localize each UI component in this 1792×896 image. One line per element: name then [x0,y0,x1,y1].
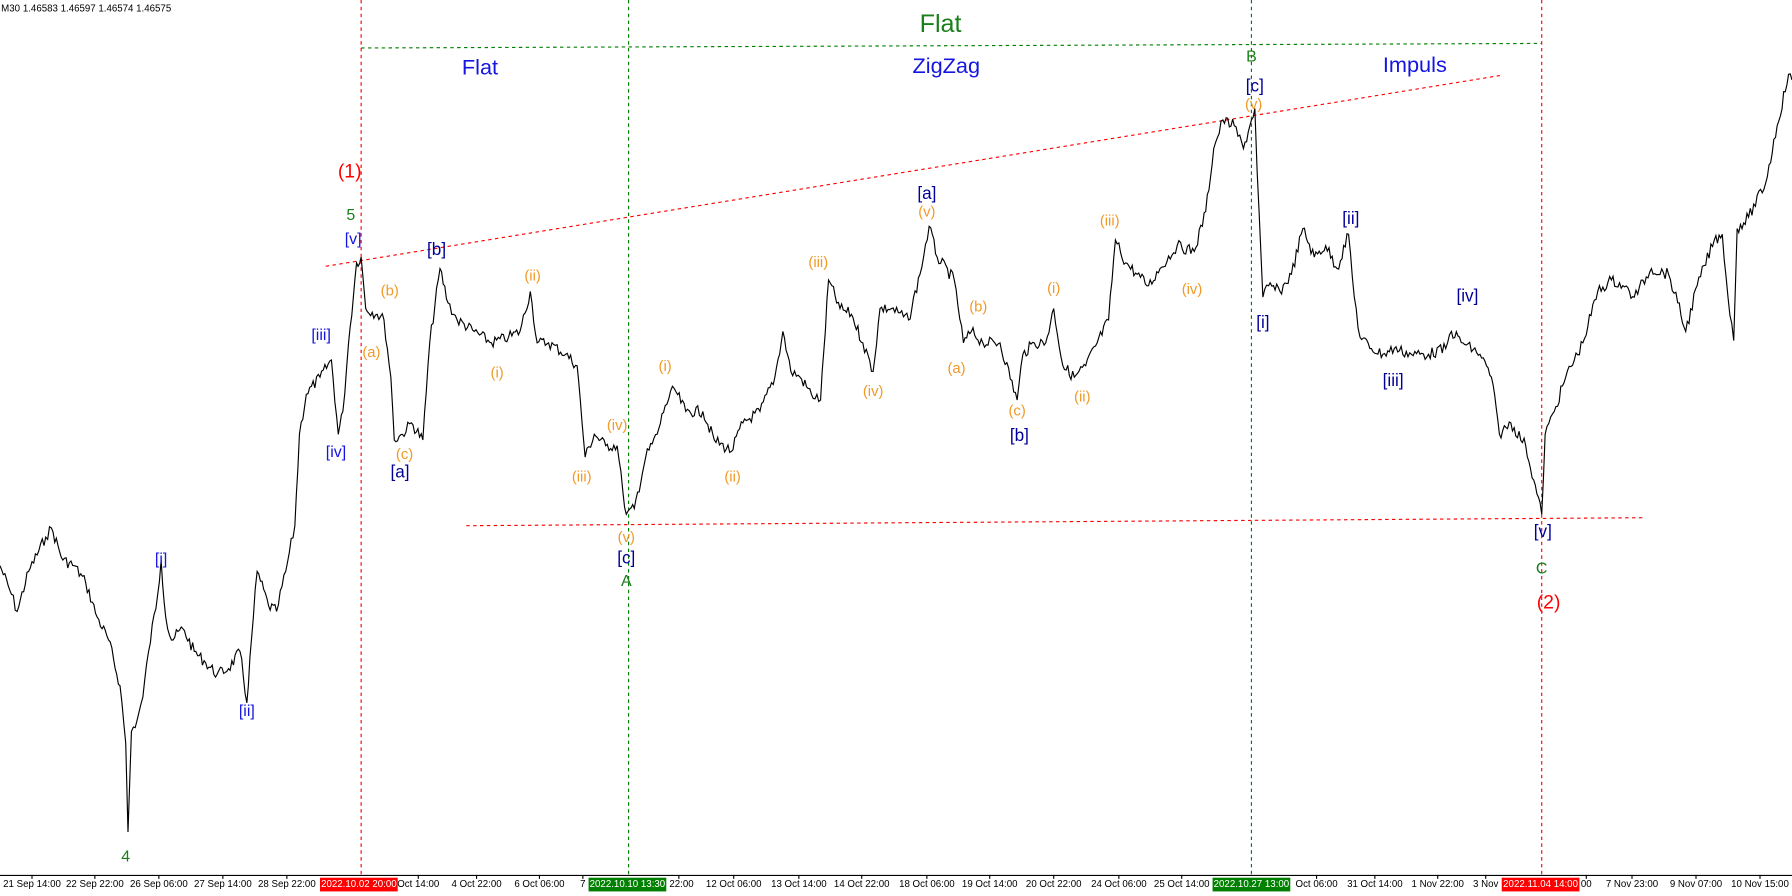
x-tick-label: 31 Oct 14:00 [1347,879,1403,890]
guides [325,0,1646,876]
horizontal-line [361,42,1542,49]
x-tick-label: 21 Sep 14:00 [3,879,61,890]
labels: 21 Sep 14:00 22 Sep 22:00 26 Sep 06:00 27 S… [3,10,1789,892]
wave-label: (a) [362,345,380,361]
wave-label: (c) [396,447,413,463]
wave-label: (ii) [724,470,741,486]
wave-label: [b] [1010,425,1029,445]
wave-label: (iii) [1100,214,1120,230]
wave-label: (c) [1008,403,1025,419]
wave-label: (iv) [863,384,884,400]
wave-label: [ii] [239,703,255,720]
wave-label: [a] [917,183,936,203]
x-tick-label: : 22:00 [664,879,694,890]
x-tick-label: 4 Oct 22:00 [451,879,502,890]
wave-label: (iv) [1182,282,1203,298]
wave-label: (iii) [572,470,592,486]
wave-label: Impuls [1383,52,1447,77]
x-tick-label: Oct 14:00 [397,879,440,890]
wave-label: A [621,573,632,590]
wave-label: [a] [390,462,409,482]
wave-label: [v] [1534,521,1552,541]
x-tick-label: Oct 06:00 [1296,879,1339,890]
timeframe: M30 [1,4,20,15]
wave-label: ZigZag [913,53,981,78]
wave-label: [i] [1256,312,1269,332]
wave-label: (v) [618,530,635,546]
wave-label: (ii) [1074,390,1091,406]
x-tick-label: 26 Sep 06:00 [130,879,188,890]
x-tick-label: 6 Oct 06:00 [514,879,565,890]
wave-label: (i) [1047,281,1060,297]
wave-label: [iv] [1456,286,1478,306]
x-tick-label: 14 Oct 22:00 [834,879,890,890]
wave-label: (iv) [607,418,628,434]
wave-label: [i] [155,551,167,568]
price-line [0,73,1792,833]
wave-label: C [1536,560,1548,577]
date-highlight-label: 2022.10.10 13:30 [590,879,666,890]
wave-label: [b] [427,239,446,259]
x-tick-label: 00 [1581,879,1592,890]
date-highlight [320,877,398,892]
x-tick-label: 18 Oct 06:00 [899,879,955,890]
x-tick-label: 7 Nov 23:00 [1606,879,1659,890]
wave-label: [iii] [1383,370,1404,390]
wave-label: [c] [617,547,635,567]
date-highlight-label: 2022.11.04 14:00 [1503,879,1578,890]
wave-label: (i) [491,366,504,382]
wave-label: (1) [338,161,362,183]
wave-label: [c] [1246,75,1264,95]
x-tick-label: 27 Sep 14:00 [194,879,252,890]
x-tick-label: 13 Oct 14:00 [771,879,827,890]
wave-label: [ii] [1342,208,1359,228]
wave-label: (2) [1537,592,1561,614]
wave-label: (ii) [524,268,541,284]
x-tick-label: 28 Sep 22:00 [258,879,316,890]
date-highlight [588,877,667,892]
wave-label: 5 [346,207,355,224]
x-tick-label: 25 Oct 14:00 [1154,879,1210,890]
x-tick-label: 20 Oct 22:00 [1026,879,1082,890]
date-highlight [1501,877,1580,892]
wave-label: (b) [381,283,399,299]
date-highlight-label: 2022.10.27 13:00 [1214,879,1290,890]
x-tick-label: 3 Nov [1473,879,1498,890]
date-highlight-label: 2022.10.02 20:00 [321,879,397,890]
x-tick-label: 12 Oct 06:00 [706,879,762,890]
wave-label: [iv] [326,444,346,461]
x-tick-label: 19 Oct 14:00 [962,879,1018,890]
wave-label: (v) [918,204,935,220]
wave-label: [iii] [311,327,331,344]
quote: 1.46583 1.46597 1.46574 1.46575 [23,4,171,15]
wave-label: Flat [920,10,962,38]
wave-label: 4 [121,848,130,865]
date-highlight [1212,877,1291,892]
wave-label: (v) [1245,97,1262,113]
wave-label: (a) [947,361,965,377]
wave-label: (b) [969,299,987,315]
x-tick-label: 10 Nov 15:00 [1731,879,1789,890]
x-tick-label: 22 Sep 22:00 [66,879,124,890]
wave-label: Flat [462,54,498,79]
wave-label: [v] [345,231,362,248]
wave-label: (i) [659,359,672,375]
x-tick-label: 24 Oct 06:00 [1091,879,1147,890]
x-tick-label: 9 Nov 07:00 [1670,879,1723,890]
x-tick-label: 1 Nov 22:00 [1412,879,1465,890]
wave-label: (iii) [808,255,828,271]
support-line [466,517,1646,527]
wave-label: B [1246,48,1257,65]
x-tick-label: 7 [580,879,585,890]
